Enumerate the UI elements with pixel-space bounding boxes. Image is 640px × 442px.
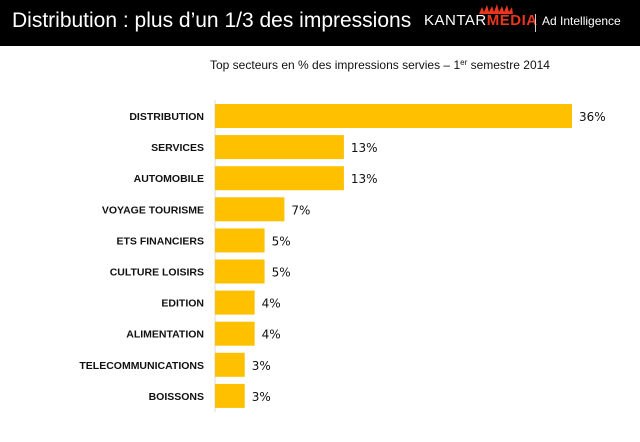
- bar-culture-loisirs: [215, 259, 265, 284]
- bar-services: [215, 135, 344, 160]
- slide-title: Distribution : plus d’un 1/3 des impress…: [12, 9, 412, 32]
- brand-media: MEDIA: [486, 12, 538, 29]
- bar-boissons: [215, 383, 245, 408]
- value-label: 5%: [272, 234, 291, 248]
- category-label: TELECOMMUNICATIONS: [79, 360, 204, 372]
- chart-title: Top secteurs en % des impressions servie…: [210, 58, 550, 72]
- category-label: ETS FINANCIERS: [116, 235, 204, 247]
- brand-product-name: Ad Intelligence: [542, 14, 621, 28]
- category-label: AUTOMOBILE: [134, 173, 204, 185]
- brand-kantar: KANTAR: [424, 12, 487, 29]
- bar-ets-financiers: [215, 228, 265, 253]
- bar-edition: [215, 290, 255, 315]
- bar-voyage-tourisme: [215, 197, 285, 222]
- brand-divider: [535, 14, 536, 32]
- category-label: BOISSONS: [149, 391, 204, 403]
- value-label: 36%: [579, 110, 606, 124]
- category-label: ALIMENTATION: [126, 329, 204, 341]
- kantar-media-logo: KANTARMEDIA: [424, 12, 538, 29]
- category-label: SERVICES: [151, 142, 204, 154]
- value-label: 4%: [262, 328, 281, 342]
- category-label: EDITION: [161, 298, 204, 310]
- value-label: 3%: [252, 359, 271, 373]
- category-label: DISTRIBUTION: [129, 111, 204, 123]
- bar-distribution: [215, 104, 572, 128]
- header-bar: Distribution : plus d’un 1/3 des impress…: [0, 0, 640, 46]
- chart-title-end: semestre 2014: [467, 58, 550, 72]
- value-label: 4%: [262, 297, 281, 311]
- category-label: VOYAGE TOURISME: [102, 204, 204, 216]
- value-label: 5%: [272, 266, 291, 280]
- value-label: 13%: [351, 141, 378, 155]
- value-label: 7%: [291, 203, 310, 217]
- category-label: CULTURE LOISIRS: [110, 267, 204, 279]
- value-label: 13%: [351, 172, 378, 186]
- flame-logo-icon: [479, 4, 513, 14]
- chart-title-main: Top secteurs en % des impressions servie…: [210, 58, 461, 72]
- bar-automobile: [215, 166, 344, 191]
- chart-title-superscript: er: [460, 58, 468, 67]
- value-label: 3%: [252, 390, 271, 404]
- bar-alimentation: [215, 321, 255, 346]
- bar-telecommunications: [215, 352, 245, 377]
